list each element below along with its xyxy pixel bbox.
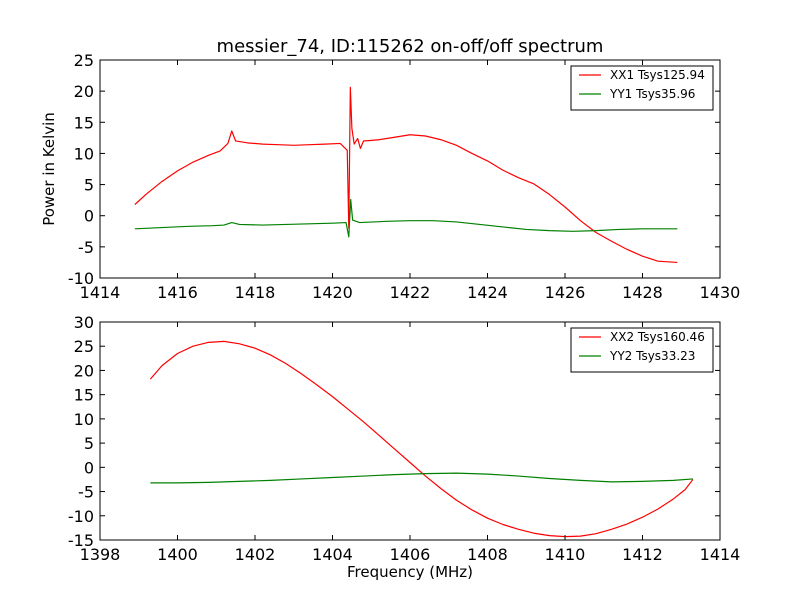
y-tick-label: 10 bbox=[74, 144, 94, 163]
x-tick-label: 1414 bbox=[80, 283, 121, 302]
series-line-xx1 bbox=[134, 86, 678, 264]
y-tick-label: 10 bbox=[74, 410, 94, 429]
y-tick-label: -10 bbox=[68, 269, 94, 288]
x-axis-label: Frequency (MHz) bbox=[347, 563, 473, 581]
bottom-subplot: 1398 1400 1402 1404 1406 1408 1410 1412 1414 -15 -… bbox=[68, 313, 741, 581]
x-tick-label: 1430 bbox=[700, 283, 741, 302]
y-tick-label: 0 bbox=[84, 458, 94, 477]
y-tick-label: 15 bbox=[74, 113, 94, 132]
x-tick-label: 1428 bbox=[622, 283, 663, 302]
legend-box bbox=[570, 65, 714, 111]
series-line-yy1 bbox=[134, 198, 678, 238]
legend: XX2 Tsys160.46 YY2 Tsys33.23 bbox=[570, 327, 714, 373]
x-tick-label: 1408 bbox=[467, 545, 508, 564]
legend-entry-label: YY2 Tsys33.23 bbox=[609, 349, 695, 363]
series-line-xx2 bbox=[149, 340, 694, 538]
x-tick-label: 1402 bbox=[235, 545, 276, 564]
x-tick-label: 1412 bbox=[622, 545, 663, 564]
y-tick-label: -10 bbox=[68, 507, 94, 526]
y-tick-label: 15 bbox=[74, 386, 94, 405]
legend-entry-label: XX2 Tsys160.46 bbox=[610, 330, 705, 344]
x-tick-label: 1414 bbox=[700, 545, 741, 564]
x-tick-label: 1406 bbox=[390, 545, 431, 564]
x-tick-label: 1420 bbox=[312, 283, 353, 302]
x-tick-label: 1422 bbox=[390, 283, 431, 302]
y-tick-label: -15 bbox=[68, 531, 94, 550]
y-tick-label: -5 bbox=[78, 483, 94, 502]
x-tick-label: 1404 bbox=[312, 545, 353, 564]
plot-area bbox=[149, 340, 694, 538]
y-tick-label: 25 bbox=[74, 337, 94, 356]
x-tick-label: 1426 bbox=[545, 283, 586, 302]
y-tick-label: 30 bbox=[74, 313, 94, 332]
y-tick-label: 0 bbox=[84, 207, 94, 226]
plot-area bbox=[134, 86, 678, 264]
x-tick-label: 1400 bbox=[157, 545, 198, 564]
y-tick-label: 20 bbox=[74, 361, 94, 380]
series-line-yy2 bbox=[150, 472, 693, 484]
top-subplot: 1414 1416 1418 1420 1422 1424 1426 1428 1430 -10 -… bbox=[40, 36, 740, 302]
x-tick-label: 1410 bbox=[545, 545, 586, 564]
legend: XX1 Tsys125.94 YY1 Tsys35.96 bbox=[570, 65, 714, 111]
y-tick-label: 5 bbox=[84, 176, 94, 195]
y-tick-label: -5 bbox=[78, 238, 94, 257]
legend-entry-label: XX1 Tsys125.94 bbox=[610, 68, 705, 82]
x-tick-label: 1418 bbox=[235, 283, 276, 302]
x-tick-label: 1398 bbox=[80, 545, 121, 564]
y-tick-label: 20 bbox=[74, 82, 94, 101]
y-tick-label: 5 bbox=[84, 434, 94, 453]
chart-title: messier_74, ID:115262 on-off/off spectru… bbox=[217, 36, 604, 57]
y-tick-label: 25 bbox=[74, 51, 94, 70]
x-tick-label: 1424 bbox=[467, 283, 508, 302]
legend-entry-label: YY1 Tsys35.96 bbox=[609, 87, 695, 101]
y-axis-label: Power in Kelvin bbox=[40, 112, 58, 226]
legend-box bbox=[570, 327, 714, 373]
x-tick-label: 1416 bbox=[157, 283, 198, 302]
